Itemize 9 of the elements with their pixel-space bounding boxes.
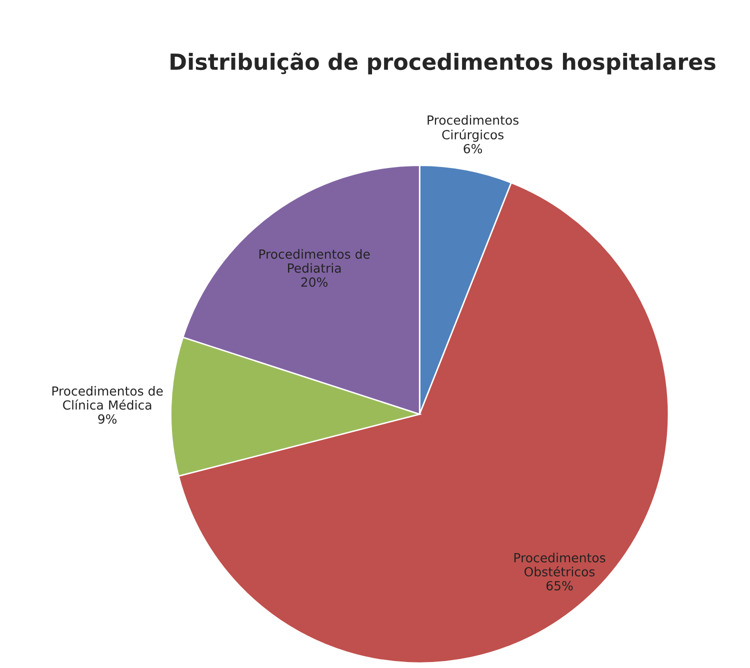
data-label: 65%	[546, 581, 573, 590]
data-label: 20%	[301, 277, 328, 287]
slice-label: Procedimentos Cirúrgicos	[428, 115, 518, 142]
slice-label: Procedimentos Obstétricos	[514, 552, 606, 576]
slice-label: Procedimentos de Clínica Médica	[52, 386, 163, 410]
data-label: 9%	[98, 414, 117, 424]
chart-title: Distribuição de procedimentos hospitalares	[170, 52, 716, 74]
data-label: 6%	[464, 144, 482, 154]
slice-label: Procedimentos de Pediatria	[259, 249, 370, 273]
